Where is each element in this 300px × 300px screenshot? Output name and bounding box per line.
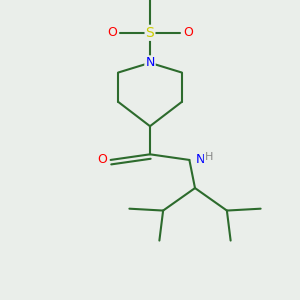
Text: O: O <box>98 153 107 167</box>
Text: H: H <box>205 152 213 162</box>
Text: N: N <box>145 56 155 69</box>
Text: O: O <box>107 26 117 39</box>
Text: N: N <box>196 153 206 167</box>
Text: S: S <box>146 26 154 40</box>
Text: O: O <box>183 26 193 39</box>
